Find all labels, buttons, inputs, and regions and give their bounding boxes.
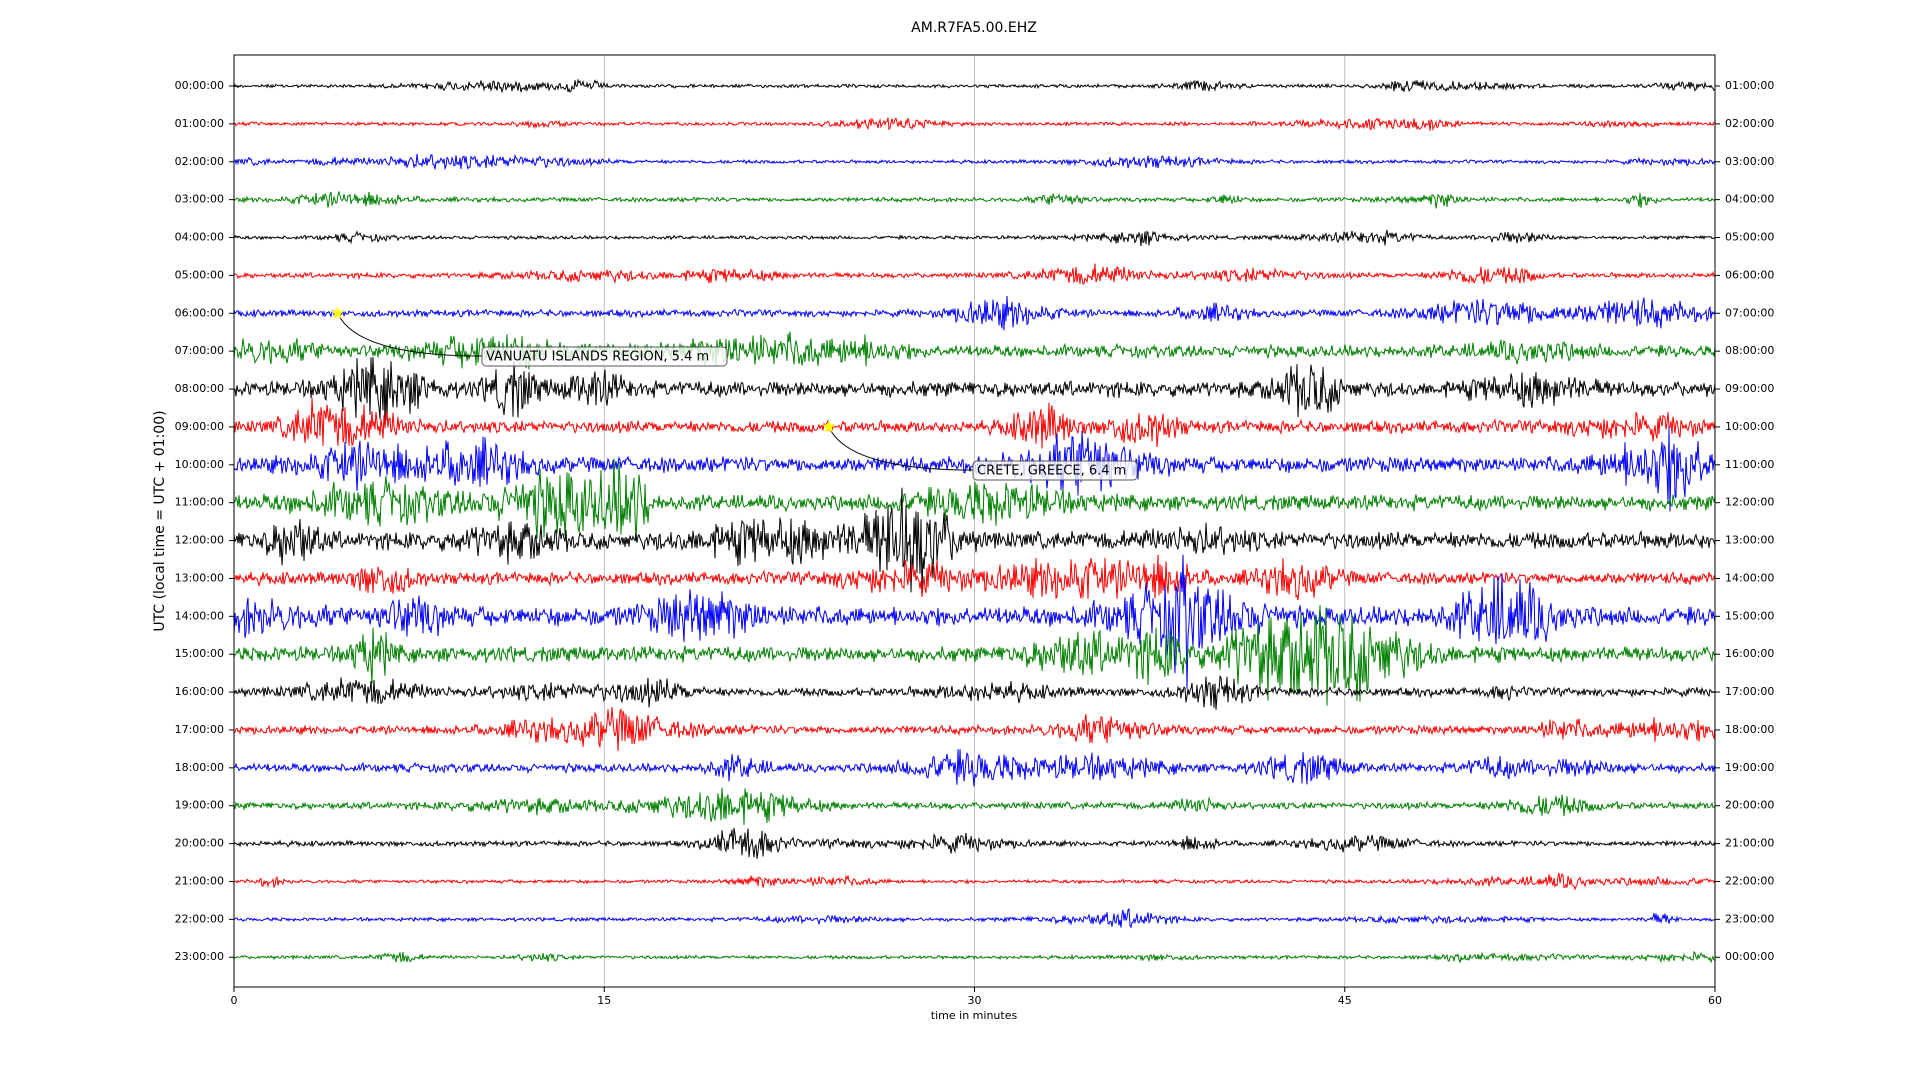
y2-tick-label: 22:00:00 [1725, 874, 1774, 887]
y2-tick-label: 16:00:00 [1725, 647, 1774, 660]
y2-tick-label: 09:00:00 [1725, 382, 1774, 395]
y2-tick-label: 19:00:00 [1725, 761, 1774, 774]
annotation-arrow [828, 426, 974, 471]
y-tick-label: 22:00:00 [175, 912, 224, 925]
seismic-trace [233, 749, 1716, 787]
x-tick-label: 0 [231, 994, 238, 1007]
seismic-trace [233, 487, 1716, 593]
y-axis-label: UTC (local time = UTC + 01:00) [152, 410, 168, 631]
x-tick-label: 60 [1708, 994, 1722, 1007]
y-tick-label: 03:00:00 [175, 193, 224, 206]
y-tick-label: 02:00:00 [175, 155, 224, 168]
y-tick-label: 20:00:00 [175, 837, 224, 850]
seismic-trace [233, 190, 1716, 209]
annotation-label: CRETE, GREECE, 6.4 m [977, 464, 1126, 479]
y2-tick-label: 08:00:00 [1725, 344, 1774, 357]
y-tick-label: 18:00:00 [175, 761, 224, 774]
y-tick-label: 16:00:00 [175, 685, 224, 698]
y-tick-label: 00:00:00 [175, 79, 224, 92]
y2-tick-label: 14:00:00 [1725, 571, 1774, 584]
y-tick-label: 08:00:00 [175, 382, 224, 395]
y2-tick-label: 13:00:00 [1725, 534, 1774, 547]
seismic-trace [233, 908, 1716, 929]
annotation-label: VANUATU ISLANDS REGION, 5.4 m [486, 350, 709, 365]
seismic-trace [233, 605, 1716, 706]
seismic-trace [233, 787, 1716, 826]
seismic-trace [233, 356, 1716, 428]
y2-tick-label: 17:00:00 [1725, 685, 1774, 698]
y2-tick-label: 20:00:00 [1725, 799, 1774, 812]
seismic-trace [233, 117, 1716, 132]
y-tick-label: 07:00:00 [175, 344, 224, 357]
y-tick-label: 13:00:00 [175, 571, 224, 584]
y-tick-label: 09:00:00 [175, 420, 224, 433]
seismic-trace [233, 397, 1716, 449]
y-tick-label: 15:00:00 [175, 647, 224, 660]
y-tick-label: 14:00:00 [175, 609, 224, 622]
seismic-trace [233, 706, 1716, 751]
y2-tick-label: 10:00:00 [1725, 420, 1774, 433]
y-tick-label: 10:00:00 [175, 458, 224, 471]
annotation-box [972, 460, 1138, 481]
y2-tick-label: 18:00:00 [1725, 723, 1774, 736]
x-tick-label: 30 [968, 994, 982, 1007]
y2-tick-label: 00:00:00 [1725, 950, 1774, 963]
y-tick-label: 23:00:00 [175, 950, 224, 963]
x-tick-label: 15 [597, 994, 611, 1007]
chart-title: AM.R7FA5.00.EHZ [911, 20, 1037, 36]
y2-tick-label: 05:00:00 [1725, 231, 1774, 244]
y-tick-label: 04:00:00 [175, 231, 224, 244]
y2-tick-label: 12:00:00 [1725, 496, 1774, 509]
y-tick-label: 21:00:00 [175, 874, 224, 887]
annotation-box [481, 346, 728, 367]
seismic-trace [233, 872, 1716, 891]
y-tick-label: 12:00:00 [175, 534, 224, 547]
y-tick-label: 19:00:00 [175, 799, 224, 812]
y2-tick-label: 01:00:00 [1725, 79, 1774, 92]
y2-tick-label: 02:00:00 [1725, 117, 1774, 130]
y2-tick-label: 15:00:00 [1725, 609, 1774, 622]
y2-tick-label: 04:00:00 [1725, 193, 1774, 206]
y2-tick-label: 03:00:00 [1725, 155, 1774, 168]
seismic-trace [233, 229, 1716, 246]
y-tick-label: 06:00:00 [175, 306, 224, 319]
seismic-trace [233, 554, 1716, 601]
seismic-trace [233, 950, 1716, 964]
seismic-trace [233, 827, 1716, 859]
seismic-trace [233, 263, 1716, 285]
y-tick-label: 01:00:00 [175, 117, 224, 130]
y-tick-label: 11:00:00 [175, 496, 224, 509]
seismic-trace [233, 554, 1716, 689]
y-tick-label: 05:00:00 [175, 268, 224, 281]
x-tick-label: 45 [1338, 994, 1352, 1007]
plot-frame [233, 54, 1716, 988]
seismic-trace [233, 331, 1716, 370]
seismic-trace [233, 295, 1716, 331]
seismic-trace [233, 153, 1716, 171]
seismic-trace [233, 675, 1716, 710]
y-tick-label: 17:00:00 [175, 723, 224, 736]
y2-tick-label: 23:00:00 [1725, 912, 1774, 925]
y2-tick-label: 06:00:00 [1725, 268, 1774, 281]
event-star [331, 306, 345, 319]
event-star [822, 419, 836, 433]
y2-tick-label: 21:00:00 [1725, 837, 1774, 850]
seismic-trace [233, 458, 1716, 542]
x-axis-label: time in minutes [931, 1009, 1018, 1022]
y2-tick-label: 07:00:00 [1725, 306, 1774, 319]
seismic-trace [233, 78, 1716, 94]
annotation-arrow [337, 313, 483, 357]
y2-tick-label: 11:00:00 [1725, 458, 1774, 471]
